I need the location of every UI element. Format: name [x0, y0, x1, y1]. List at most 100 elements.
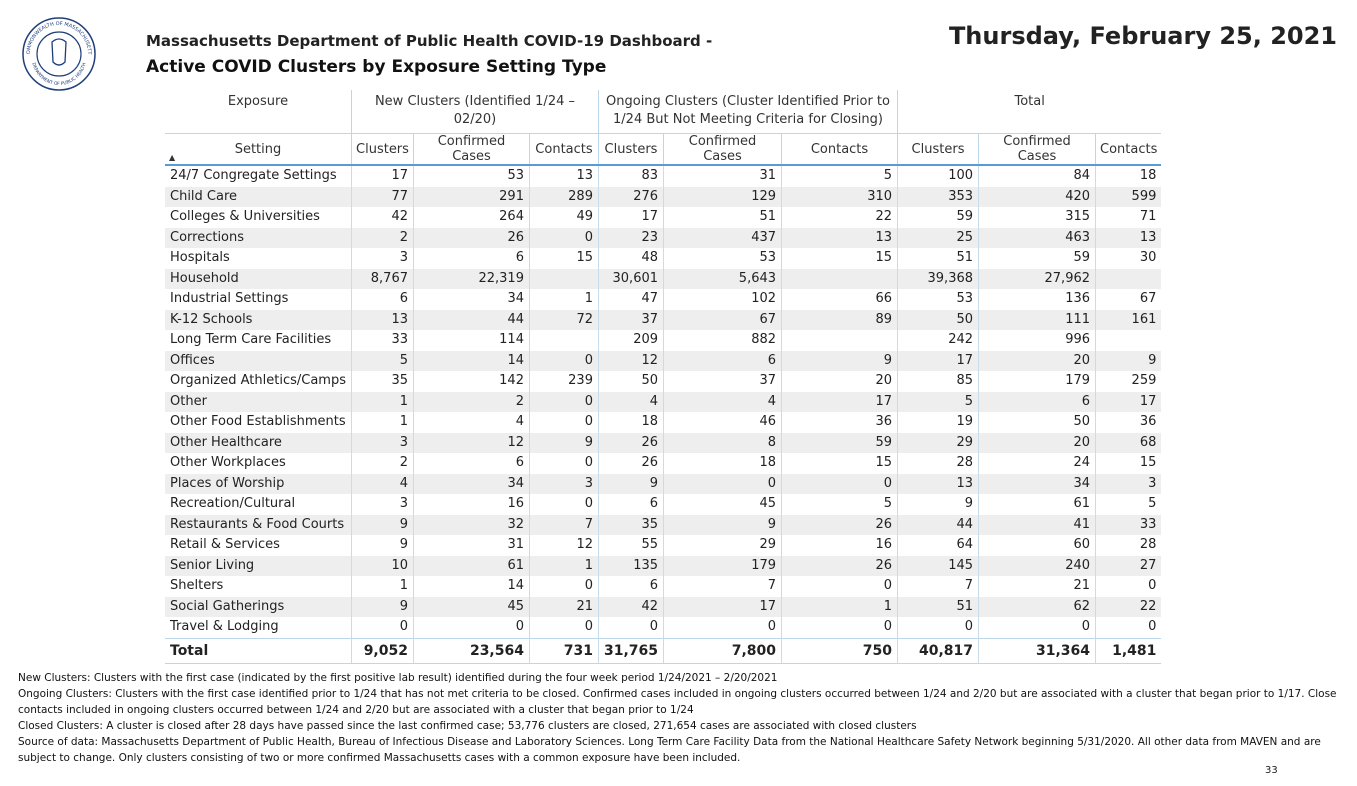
value-cell: 1	[528, 289, 599, 310]
value-cell: 50	[978, 412, 1096, 433]
value-cell: 61	[978, 494, 1096, 515]
value-cell	[781, 268, 898, 289]
footnote: Ongoing Clusters: Clusters with the firs…	[18, 688, 1337, 716]
value-cell: 0	[412, 617, 530, 638]
value-cell: 4	[412, 412, 530, 433]
value-cell: 12	[528, 535, 599, 556]
value-cell: 179	[978, 371, 1096, 392]
footnote: Closed Clusters: A cluster is closed aft…	[18, 720, 917, 732]
value-cell: 61	[412, 555, 530, 576]
setting-cell: Household	[165, 268, 352, 289]
value-cell: 9	[350, 596, 414, 617]
value-cell: 5	[897, 391, 979, 412]
value-cell: 310	[781, 186, 898, 207]
value-cell: 51	[663, 207, 782, 228]
value-cell: 3	[350, 248, 414, 269]
value-cell: 72	[528, 309, 599, 330]
value-cell: 12	[597, 350, 664, 371]
value-cell: 34	[978, 473, 1096, 494]
setting-cell: Offices	[165, 350, 352, 371]
value-cell: 0	[528, 227, 599, 248]
title: Massachusetts Department of Public Healt…	[146, 32, 713, 50]
column-header: Contacts	[1095, 133, 1162, 166]
value-cell: 1	[350, 412, 414, 433]
value-cell: 7	[663, 576, 782, 597]
value-cell: 16	[412, 494, 530, 515]
setting-cell: Other Food Establishments	[170, 414, 346, 430]
value-cell: 36	[1095, 412, 1162, 433]
value-cell: 8,767	[350, 268, 414, 289]
value-cell: 13	[528, 165, 599, 187]
value-cell: 13	[1095, 227, 1162, 248]
value-cell: 5	[1095, 494, 1162, 515]
value-cell: 77	[350, 186, 414, 207]
value-cell: 0	[528, 350, 599, 371]
column-header: Clusters	[350, 133, 414, 166]
table-row: Other Workplaces 2 6 0 26 18 15 28 24 15	[165, 453, 1162, 474]
value-cell: 84	[978, 165, 1096, 187]
page-number: 33	[1265, 765, 1278, 776]
value-cell: 25	[897, 227, 979, 248]
value-cell: 8	[663, 432, 782, 453]
value-cell: 3	[350, 494, 414, 515]
value-cell: 259	[1095, 371, 1162, 392]
seal-inner	[36, 31, 82, 77]
value-cell: 0	[1095, 576, 1162, 597]
value-cell: 242	[897, 330, 979, 351]
value-cell: 36	[781, 412, 898, 433]
value-cell: 29	[897, 432, 979, 453]
value-cell: 45	[663, 494, 782, 515]
value-cell: 9	[597, 473, 664, 494]
value-cell: 37	[597, 309, 664, 330]
sort-icon: ▲	[169, 153, 176, 162]
value-cell: 22,319	[412, 268, 530, 289]
value-cell: 6	[597, 576, 664, 597]
value-cell: 46	[663, 412, 782, 433]
seal-ring	[22, 17, 96, 91]
group-header: Total	[897, 90, 1162, 134]
value-cell: 26	[781, 555, 898, 576]
value-cell: 0	[663, 473, 782, 494]
setting-cell: Other Workplaces	[170, 455, 286, 471]
total-cell: 7,800	[663, 637, 782, 664]
value-cell: 289	[528, 186, 599, 207]
table-row: Child Care 77 291 289 276 129 310 353 420 599	[165, 186, 1162, 207]
column-header-row: Setting ▲ Clusters Confirmed Cases Contacts C…	[165, 133, 1162, 166]
table-row: Offices 5 14 0 12 6 9 17 20 9	[165, 350, 1162, 371]
value-cell: 114	[412, 330, 530, 351]
value-cell: 32	[412, 514, 530, 535]
value-cell: 12	[412, 432, 530, 453]
group-header: New Clusters (Identified 1/24 – 02/20)	[350, 90, 599, 134]
value-cell: 45	[412, 596, 530, 617]
total-cell: 9,052	[350, 637, 414, 664]
value-cell: 37	[663, 371, 782, 392]
value-cell: 42	[350, 207, 414, 228]
setting-cell: Other Healthcare	[165, 432, 352, 453]
total-cell: 31,765	[597, 637, 664, 664]
setting-cell: Long Term Care Facilities	[170, 332, 332, 348]
value-cell: 3	[350, 432, 414, 453]
value-cell: 33	[350, 330, 414, 351]
table-row: Social Gatherings 9 45 21 42 17 1 51 62 22	[165, 596, 1162, 617]
value-cell: 64	[897, 535, 979, 556]
value-cell: 0	[978, 617, 1096, 638]
value-cell: 66	[781, 289, 898, 310]
table-row: Colleges & Universities 42 264 49 17 51 22 59 31…	[165, 207, 1162, 228]
value-cell: 276	[597, 186, 664, 207]
value-cell: 29	[663, 535, 782, 556]
value-cell: 5,643	[663, 268, 782, 289]
value-cell: 15	[1095, 453, 1162, 474]
value-cell: 17	[350, 165, 414, 187]
value-cell: 17	[897, 350, 979, 371]
value-cell: 17	[1095, 391, 1162, 412]
value-cell: 20	[781, 371, 898, 392]
value-cell: 59	[897, 207, 979, 228]
value-cell: 7	[897, 576, 979, 597]
value-cell: 51	[897, 248, 979, 269]
value-cell: 145	[897, 555, 979, 576]
value-cell: 85	[897, 371, 979, 392]
value-cell: 27,962	[978, 268, 1096, 289]
value-cell: 34	[412, 473, 530, 494]
value-cell: 48	[597, 248, 664, 269]
table-row: Travel & Lodging 0 0 0 0 0 0 0 0 0	[165, 617, 1162, 638]
